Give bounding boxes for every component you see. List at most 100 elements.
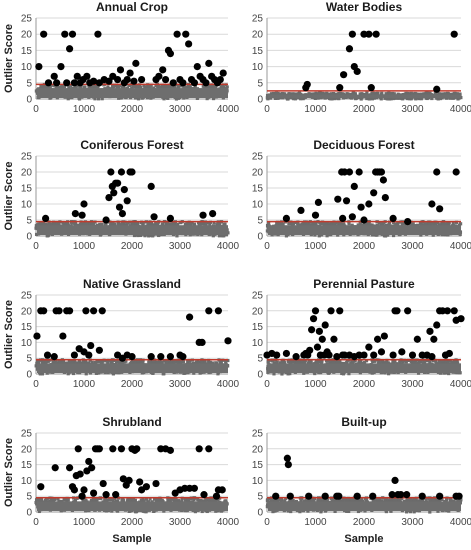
inlier-point [438, 223, 442, 227]
inlier-point [419, 97, 423, 101]
inlier-point [37, 360, 41, 364]
inlier-point [103, 498, 107, 503]
inlier-point [333, 97, 337, 101]
outlier-point [105, 77, 113, 85]
inlier-point [74, 85, 78, 89]
y-tick-label: 20 [252, 30, 264, 41]
inlier-point [144, 497, 148, 501]
outlier-point [112, 491, 120, 499]
outlier-point [85, 457, 93, 466]
inlier-point [298, 510, 302, 514]
y-tick-label: 15 [21, 322, 33, 333]
inlier-point [110, 497, 115, 502]
inlier-point [172, 84, 177, 89]
outlier-point [147, 353, 155, 361]
outlier-point [433, 321, 441, 329]
inlier-point [451, 222, 455, 226]
inlier-point [283, 361, 287, 365]
outlier-point [404, 307, 412, 315]
inlier-point [394, 498, 399, 502]
inlier-point [321, 221, 326, 225]
y-tick-label: 15 [21, 184, 33, 195]
outlier-point [336, 84, 344, 92]
inlier-point [335, 360, 339, 364]
outlier-point [205, 59, 213, 67]
outlier-point [330, 335, 338, 343]
outlier-point [377, 348, 386, 356]
outlier-point [348, 213, 356, 221]
inlier-point [208, 360, 212, 365]
inlier-point [205, 221, 210, 225]
y-tick-label: 5 [257, 354, 263, 365]
outlier-point [321, 492, 329, 500]
outlier-point [342, 197, 351, 205]
inlier-point [113, 497, 117, 501]
outlier-point [55, 307, 63, 315]
inlier-point [175, 234, 179, 238]
inlier-point [183, 498, 187, 502]
inlier-point [349, 361, 353, 365]
inlier-point [394, 222, 398, 226]
inlier-band [268, 225, 461, 235]
inlier-point [117, 359, 121, 363]
outlier-point [78, 211, 86, 219]
outlier-point [90, 77, 98, 85]
inlier-point [134, 222, 139, 227]
inlier-point [45, 233, 50, 238]
inlier-point [216, 372, 220, 376]
inlier-point [140, 96, 144, 100]
inlier-band [37, 363, 228, 373]
outlier-point [71, 210, 79, 218]
outlier-point [102, 216, 110, 224]
y-tick-label: 15 [252, 184, 264, 195]
inlier-point [291, 222, 296, 226]
inlier-point [454, 360, 458, 365]
inlier-point [379, 221, 383, 225]
y-tick-label: 5 [257, 78, 263, 89]
y-tick-label: 15 [21, 460, 33, 471]
inlier-point [288, 498, 292, 502]
inlier-point [404, 223, 408, 227]
inlier-point [332, 223, 336, 227]
y-tick-label: 20 [21, 444, 33, 455]
inlier-point [90, 85, 94, 90]
y-tick-label: 25 [252, 152, 264, 163]
outlier-point [303, 80, 311, 89]
x-tick-label: 4000 [450, 241, 471, 252]
inlier-point [207, 361, 211, 365]
y-tick-label: 20 [21, 168, 33, 179]
outlier-point [321, 321, 329, 329]
outlier-point [166, 214, 174, 222]
outlier-point [305, 492, 313, 500]
outlier-point [99, 479, 107, 488]
inlier-point [117, 96, 121, 100]
outlier-point [445, 349, 453, 358]
inlier-point [315, 361, 320, 365]
inlier-point [408, 510, 413, 514]
outlier-point [157, 353, 165, 361]
inlier-point [273, 509, 277, 513]
inlier-point [117, 360, 122, 365]
inlier-point [336, 233, 340, 237]
inlier-point [363, 509, 367, 513]
inlier-point [136, 97, 141, 101]
inlier-point [138, 359, 142, 363]
inlier-point [43, 498, 47, 503]
inlier-point [174, 498, 178, 502]
y-tick-label: 0 [26, 508, 32, 519]
y-tick-label: 20 [252, 306, 264, 317]
panel-title: Perennial Pasture [313, 277, 415, 291]
inlier-point [435, 96, 439, 100]
outlier-point [339, 214, 347, 222]
inlier-point [357, 361, 361, 365]
inlier-point [126, 221, 130, 225]
inlier-point [336, 96, 340, 101]
inlier-point [44, 222, 48, 226]
inlier-point [35, 502, 39, 506]
inlier-point [274, 91, 279, 95]
inlier-point [74, 361, 78, 365]
inlier-point [284, 497, 288, 501]
outlier-point [209, 210, 217, 218]
